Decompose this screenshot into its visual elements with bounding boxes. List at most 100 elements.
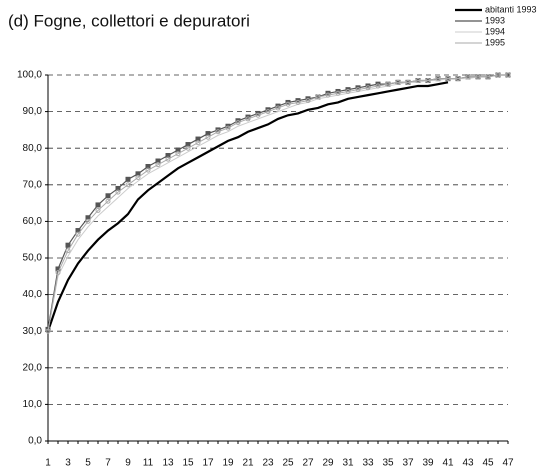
point xyxy=(65,242,71,248)
point xyxy=(315,94,321,100)
x-tick-label: 37 xyxy=(402,458,414,469)
point xyxy=(425,77,431,83)
x-tick-label: 29 xyxy=(322,458,334,469)
x-tick-label: 45 xyxy=(482,458,494,469)
point xyxy=(455,76,461,82)
x-tick-label: 3 xyxy=(65,458,71,469)
point xyxy=(345,88,351,94)
series-line xyxy=(47,74,508,330)
x-tick-label: 7 xyxy=(105,458,111,469)
point xyxy=(435,76,441,82)
point xyxy=(145,167,151,173)
point xyxy=(145,164,151,169)
legend-label: 1995 xyxy=(485,37,505,47)
point xyxy=(95,207,101,213)
legend-label: 1994 xyxy=(485,26,505,36)
point xyxy=(115,185,121,191)
point xyxy=(135,171,141,177)
legend-label: abitanti 1993 xyxy=(485,4,537,14)
point xyxy=(75,228,81,234)
y-tick-label: 60,0 xyxy=(23,216,43,227)
point xyxy=(255,112,261,118)
y-tick-label: 20,0 xyxy=(23,362,43,373)
point xyxy=(495,72,501,78)
x-tick-label: 39 xyxy=(422,458,434,469)
point xyxy=(195,136,201,142)
x-tick-label: 41 xyxy=(442,458,454,469)
point xyxy=(195,140,201,146)
x-tick-label: 1 xyxy=(45,458,51,469)
y-tick-label: 80,0 xyxy=(23,143,43,154)
point xyxy=(175,147,181,153)
point xyxy=(475,74,481,80)
x-tick-label: 47 xyxy=(502,458,514,469)
x-tick-label: 23 xyxy=(262,458,274,469)
point xyxy=(395,79,401,85)
x-tick-label: 9 xyxy=(125,458,131,469)
x-tick-label: 5 xyxy=(85,458,91,469)
point xyxy=(175,151,181,157)
point xyxy=(285,101,291,107)
point xyxy=(445,76,451,82)
point xyxy=(235,120,241,126)
x-tick-label: 33 xyxy=(362,458,374,469)
point xyxy=(335,90,341,96)
point xyxy=(245,116,251,122)
point xyxy=(355,87,361,93)
point xyxy=(85,215,91,221)
point xyxy=(65,248,71,254)
point xyxy=(405,79,411,85)
y-tick-label: 90,0 xyxy=(23,106,43,117)
x-tick-label: 19 xyxy=(222,458,234,469)
point xyxy=(105,198,111,204)
point xyxy=(185,145,191,151)
point xyxy=(485,74,491,80)
point xyxy=(155,158,161,164)
y-tick-label: 40,0 xyxy=(23,289,43,300)
point xyxy=(45,328,51,334)
point xyxy=(205,134,211,140)
y-tick-label: 100,0 xyxy=(17,70,42,81)
point xyxy=(295,99,301,105)
point xyxy=(125,182,131,188)
y-tick-label: 10,0 xyxy=(23,399,43,410)
point xyxy=(225,125,231,131)
point xyxy=(105,193,111,199)
x-tick-label: 43 xyxy=(462,458,474,469)
point xyxy=(325,92,331,98)
point xyxy=(415,77,421,83)
x-tick-label: 15 xyxy=(182,458,194,469)
point xyxy=(265,109,271,115)
point xyxy=(95,202,101,208)
point xyxy=(375,83,381,89)
point xyxy=(215,129,221,135)
x-tick-label: 27 xyxy=(302,458,314,469)
point xyxy=(55,270,61,276)
series-line xyxy=(47,74,508,332)
x-tick-label: 11 xyxy=(143,458,154,469)
point xyxy=(125,176,131,182)
x-tick-label: 21 xyxy=(242,458,254,469)
point xyxy=(505,72,511,78)
x-tick-label: 31 xyxy=(342,458,354,469)
chart-title: (d) Fogne, collettori e depuratori xyxy=(8,11,250,30)
legend-label: 1993 xyxy=(485,15,505,25)
x-tick-label: 35 xyxy=(382,458,394,469)
point xyxy=(85,218,91,224)
y-tick-label: 50,0 xyxy=(23,253,43,264)
point xyxy=(205,131,211,137)
point xyxy=(385,81,391,87)
y-tick-label: 30,0 xyxy=(23,326,43,337)
point xyxy=(365,85,371,91)
point xyxy=(155,162,161,168)
series-line xyxy=(46,81,449,332)
point xyxy=(135,174,141,180)
y-tick-label: 70,0 xyxy=(23,179,43,190)
point xyxy=(185,142,191,148)
y-tick-label: 0,0 xyxy=(28,436,42,447)
series-line xyxy=(47,74,508,332)
point xyxy=(75,231,81,237)
point xyxy=(465,74,471,80)
point xyxy=(165,156,171,162)
